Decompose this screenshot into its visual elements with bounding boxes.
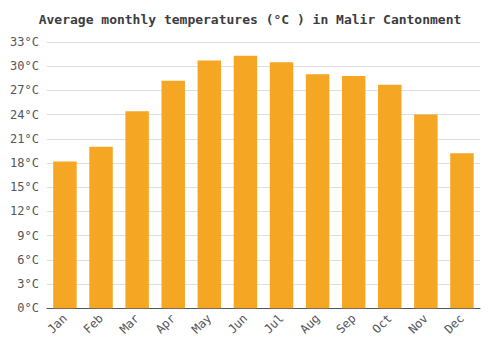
svg-text:33°C: 33°C xyxy=(10,35,39,49)
svg-text:27°C: 27°C xyxy=(10,83,39,97)
svg-text:Jun: Jun xyxy=(225,311,250,336)
svg-text:Nov: Nov xyxy=(406,311,431,336)
svg-text:21°C: 21°C xyxy=(10,132,39,146)
svg-text:Apr: Apr xyxy=(153,311,178,336)
svg-text:24°C: 24°C xyxy=(10,108,39,122)
svg-text:30°C: 30°C xyxy=(10,59,39,73)
svg-text:12°C: 12°C xyxy=(10,204,39,218)
svg-text:Dec: Dec xyxy=(442,311,467,336)
svg-text:0°C: 0°C xyxy=(17,301,39,315)
svg-text:Jan: Jan xyxy=(45,311,70,336)
svg-text:Feb: Feb xyxy=(81,311,106,336)
svg-text:6°C: 6°C xyxy=(17,253,39,267)
svg-text:15°C: 15°C xyxy=(10,180,39,194)
svg-text:9°C: 9°C xyxy=(17,229,39,243)
svg-text:Average monthly temperatures (: Average monthly temperatures (°C ) in Ma… xyxy=(39,12,462,27)
svg-text:May: May xyxy=(189,311,214,336)
svg-text:Jul: Jul xyxy=(261,311,286,336)
svg-text:Sep: Sep xyxy=(333,311,358,336)
svg-text:18°C: 18°C xyxy=(10,156,39,170)
svg-text:3°C: 3°C xyxy=(17,277,39,291)
svg-text:Oct: Oct xyxy=(370,311,395,336)
svg-text:Aug: Aug xyxy=(297,311,322,336)
svg-text:Mar: Mar xyxy=(117,311,142,336)
